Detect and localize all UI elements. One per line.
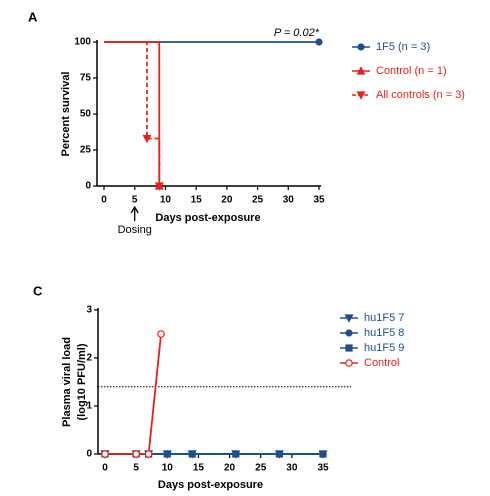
y-axis-title: Percent survival	[60, 72, 72, 157]
dosing-label: Dosing	[118, 224, 152, 236]
y-axis-title: (log10 PFU/ml)	[76, 343, 88, 420]
marker	[188, 450, 196, 458]
marker	[132, 450, 140, 458]
legend-label: hu1F5 7	[364, 312, 404, 324]
x-tick-label: 10	[160, 195, 172, 206]
x-tick-label: 15	[191, 195, 203, 206]
legend-marker	[357, 43, 365, 51]
legend-label: Control	[364, 357, 399, 369]
panel-letter: C	[33, 283, 43, 298]
x-tick-label: 20	[224, 463, 236, 474]
x-tick-label: 35	[313, 195, 325, 206]
series	[104, 41, 164, 190]
marker	[157, 330, 165, 338]
marker	[319, 450, 327, 458]
y-tick-label: 75	[80, 73, 92, 84]
x-tick-label: 0	[102, 463, 108, 474]
y-tick-label: 100	[74, 37, 91, 48]
x-tick-label: 25	[255, 463, 267, 474]
x-tick-label: 15	[193, 463, 205, 474]
marker	[232, 450, 240, 458]
legend-marker	[344, 314, 354, 323]
marker	[142, 134, 152, 144]
y-tick-label: 2	[86, 353, 92, 364]
x-tick-label: 5	[132, 195, 138, 206]
x-tick-label: 35	[317, 463, 329, 474]
panel-letter: A	[28, 9, 38, 24]
marker	[144, 450, 153, 458]
series-line	[104, 41, 161, 186]
y-tick-label: 0	[85, 181, 91, 192]
y-tick-label: 3	[86, 305, 92, 316]
x-axis-title: Days post-exposure	[155, 212, 260, 224]
series-line	[104, 41, 161, 186]
y-tick-label: 0	[86, 449, 92, 460]
marker	[275, 450, 283, 458]
marker	[101, 450, 109, 458]
legend-label: hu1F5 9	[364, 342, 404, 354]
series	[101, 330, 165, 458]
y-tick-label: 50	[80, 109, 92, 120]
legend-marker	[345, 344, 353, 352]
p-value-annotation: P = 0.02*	[274, 27, 320, 39]
legend-marker	[345, 329, 353, 337]
x-tick-label: 20	[221, 195, 233, 206]
y-tick-label: 25	[80, 145, 92, 156]
x-tick-label: 30	[286, 463, 298, 474]
x-tick-label: 0	[101, 195, 107, 206]
marker	[315, 38, 323, 46]
x-tick-label: 30	[283, 195, 295, 206]
x-tick-label: 5	[133, 463, 139, 474]
marker	[154, 182, 164, 191]
x-tick-label: 10	[162, 463, 174, 474]
legend-marker	[356, 91, 366, 100]
legend-label: All controls (n = 3)	[376, 89, 465, 101]
dosing-arrowhead	[130, 205, 139, 214]
legend-marker	[356, 66, 366, 75]
legend-label: 1F5 (n = 3)	[376, 41, 430, 53]
marker	[163, 450, 171, 458]
series	[104, 41, 164, 191]
legend-label: Control (n = 1)	[376, 65, 447, 77]
y-axis-title: Plasma viral load	[61, 337, 73, 427]
legend-label: hu1F5 8	[364, 327, 404, 339]
y-tick-label: 1	[86, 401, 92, 412]
x-tick-label: 25	[252, 195, 264, 206]
series-line	[105, 333, 162, 455]
legend-marker	[345, 359, 353, 367]
x-axis-title: Days post-exposure	[158, 479, 263, 491]
